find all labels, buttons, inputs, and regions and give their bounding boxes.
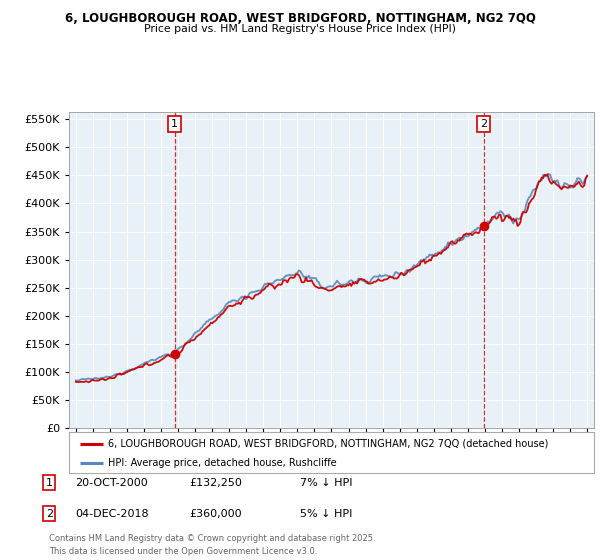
Text: 1: 1 [171,119,178,129]
Text: 2: 2 [46,508,53,519]
Text: £132,250: £132,250 [189,478,242,488]
Text: £360,000: £360,000 [189,508,242,519]
Text: 5% ↓ HPI: 5% ↓ HPI [300,508,352,519]
Text: HPI: Average price, detached house, Rushcliffe: HPI: Average price, detached house, Rush… [109,458,337,468]
Text: 04-DEC-2018: 04-DEC-2018 [75,508,149,519]
Text: Contains HM Land Registry data © Crown copyright and database right 2025.
This d: Contains HM Land Registry data © Crown c… [49,534,376,556]
Text: 20-OCT-2000: 20-OCT-2000 [75,478,148,488]
Text: 1: 1 [46,478,53,488]
Text: 2: 2 [480,119,487,129]
Text: 7% ↓ HPI: 7% ↓ HPI [300,478,353,488]
Text: Price paid vs. HM Land Registry's House Price Index (HPI): Price paid vs. HM Land Registry's House … [144,24,456,34]
Text: 6, LOUGHBOROUGH ROAD, WEST BRIDGFORD, NOTTINGHAM, NG2 7QQ (detached house): 6, LOUGHBOROUGH ROAD, WEST BRIDGFORD, NO… [109,439,549,449]
Text: 6, LOUGHBOROUGH ROAD, WEST BRIDGFORD, NOTTINGHAM, NG2 7QQ: 6, LOUGHBOROUGH ROAD, WEST BRIDGFORD, NO… [65,12,535,25]
